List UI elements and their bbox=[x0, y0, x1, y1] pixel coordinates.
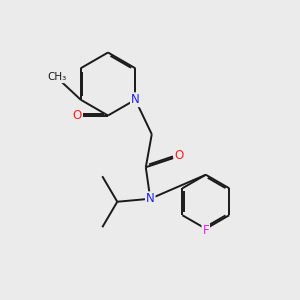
Text: CH₃: CH₃ bbox=[47, 72, 66, 82]
Text: O: O bbox=[73, 109, 82, 122]
Text: F: F bbox=[202, 224, 209, 237]
Text: N: N bbox=[146, 192, 155, 205]
Text: N: N bbox=[131, 93, 140, 106]
Text: O: O bbox=[174, 149, 183, 162]
